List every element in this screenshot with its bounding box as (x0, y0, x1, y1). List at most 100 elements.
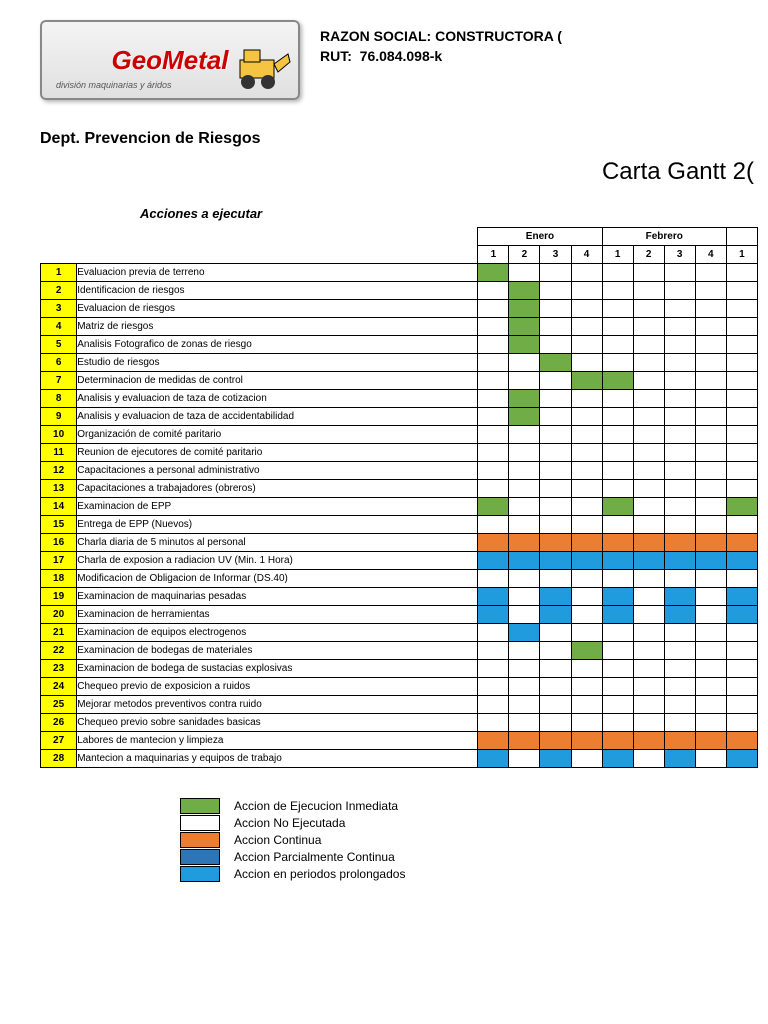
gantt-cell (664, 552, 695, 570)
legend-label: Accion Continua (234, 833, 321, 847)
week-header: 2 (509, 246, 540, 264)
table-row: 19Examinacion de maquinarias pesadas (41, 588, 758, 606)
gantt-cell (633, 570, 664, 588)
row-number: 13 (41, 480, 77, 498)
gantt-cell (571, 318, 602, 336)
gantt-cell (695, 606, 726, 624)
row-number: 24 (41, 678, 77, 696)
gantt-cell (540, 282, 571, 300)
row-label: Examinacion de herramientas (77, 606, 478, 624)
gantt-cell (602, 498, 633, 516)
table-row: 10Organización de comité paritario (41, 426, 758, 444)
gantt-body: 1Evaluacion previa de terreno2Identifica… (41, 264, 758, 768)
gantt-cell (602, 642, 633, 660)
gantt-cell (664, 480, 695, 498)
gantt-cell (726, 732, 757, 750)
gantt-cell (540, 624, 571, 642)
gantt-cell (695, 588, 726, 606)
gantt-cell (509, 714, 540, 732)
gantt-cell (540, 336, 571, 354)
row-number: 1 (41, 264, 77, 282)
gantt-cell (540, 372, 571, 390)
gantt-cell (695, 570, 726, 588)
month-header: Febrero (602, 228, 726, 246)
gantt-cell (695, 462, 726, 480)
gantt-cell (602, 480, 633, 498)
gantt-cell (602, 552, 633, 570)
gantt-cell (695, 516, 726, 534)
gantt-cell (602, 282, 633, 300)
gantt-cell (602, 732, 633, 750)
gantt-cell (664, 318, 695, 336)
gantt-cell (571, 282, 602, 300)
gantt-cell (540, 516, 571, 534)
row-label: Chequeo previo de exposicion a ruidos (77, 678, 478, 696)
gantt-cell (726, 336, 757, 354)
gantt-cell (571, 264, 602, 282)
rut-label: RUT: (320, 48, 352, 64)
week-header: 3 (664, 246, 695, 264)
gantt-cell (726, 282, 757, 300)
gantt-cell (540, 552, 571, 570)
company-info: RAZON SOCIAL: CONSTRUCTORA ( RUT: 76.084… (320, 28, 562, 68)
gantt-cell (695, 408, 726, 426)
gantt-cell (633, 750, 664, 768)
gantt-cell (478, 300, 509, 318)
row-label: Matriz de riesgos (77, 318, 478, 336)
gantt-cell (664, 498, 695, 516)
gantt-cell (602, 534, 633, 552)
gantt-cell (633, 408, 664, 426)
table-row: 21Examinacion de equipos electrogenos (41, 624, 758, 642)
gantt-cell (540, 426, 571, 444)
row-label: Charla diaria de 5 minutos al personal (77, 534, 478, 552)
gantt-cell (633, 696, 664, 714)
gantt-cell (478, 732, 509, 750)
table-row: 9Analisis y evaluacion de taza de accide… (41, 408, 758, 426)
gantt-cell (602, 606, 633, 624)
gantt-cell (540, 588, 571, 606)
gantt-cell (602, 516, 633, 534)
gantt-cell (509, 570, 540, 588)
gantt-cell (509, 534, 540, 552)
gantt-cell (540, 642, 571, 660)
row-label: Charla de exposion a radiacion UV (Min. … (77, 552, 478, 570)
gantt-cell (571, 390, 602, 408)
gantt-cell (695, 696, 726, 714)
gantt-cell (633, 660, 664, 678)
gantt-cell (726, 354, 757, 372)
gantt-cell (509, 552, 540, 570)
gantt-cell (726, 318, 757, 336)
table-row: 6Estudio de riesgos (41, 354, 758, 372)
row-label: Analisis y evaluacion de taza de acciden… (77, 408, 478, 426)
gantt-cell (664, 516, 695, 534)
gantt-cell (571, 660, 602, 678)
row-number: 20 (41, 606, 77, 624)
gantt-cell (478, 588, 509, 606)
row-label: Labores de mantecion y limpieza (77, 732, 478, 750)
row-label: Chequeo previo sobre sanidades basicas (77, 714, 478, 732)
gantt-cell (509, 390, 540, 408)
legend-label: Accion Parcialmente Continua (234, 850, 395, 864)
gantt-cell (695, 750, 726, 768)
gantt-cell (726, 570, 757, 588)
gantt-cell (602, 696, 633, 714)
gantt-cell (726, 642, 757, 660)
gantt-cell (509, 354, 540, 372)
gantt-cell (602, 300, 633, 318)
gantt-cell (664, 390, 695, 408)
week-header: 3 (540, 246, 571, 264)
gantt-cell (571, 588, 602, 606)
gantt-cell (633, 552, 664, 570)
gantt-cell (633, 678, 664, 696)
gantt-cell (664, 426, 695, 444)
gantt-cell (602, 336, 633, 354)
gantt-cell (664, 642, 695, 660)
gantt-cell (509, 318, 540, 336)
gantt-cell (509, 480, 540, 498)
gantt-cell (633, 282, 664, 300)
gantt-cell (664, 264, 695, 282)
table-row: 24Chequeo previo de exposicion a ruidos (41, 678, 758, 696)
gantt-cell (478, 336, 509, 354)
gantt-cell (602, 408, 633, 426)
gantt-cell (540, 462, 571, 480)
